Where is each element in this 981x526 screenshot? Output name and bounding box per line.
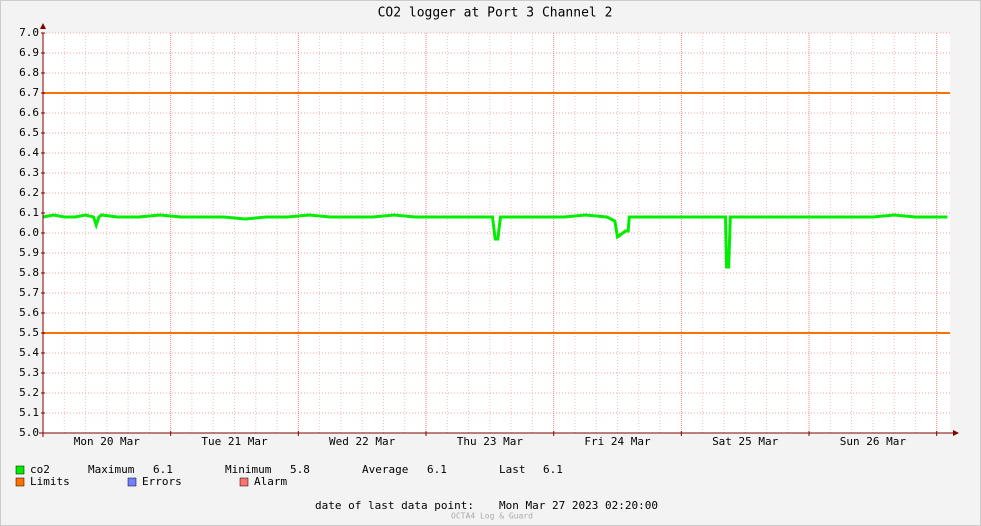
footer-label: date of last data point: [315, 499, 474, 512]
watermark: OCTA4 Log & Guard [451, 512, 533, 521]
y-tick-label: 6.4 [19, 146, 39, 159]
x-tick-label: Thu 23 Mar [457, 435, 524, 448]
x-tick-label: Wed 22 Mar [329, 435, 396, 448]
y-tick-label: 5.6 [19, 306, 39, 319]
y-tick-label: 5.7 [19, 286, 39, 299]
x-tick-label: Sat 25 Mar [712, 435, 779, 448]
y-tick-label: 5.1 [19, 406, 39, 419]
x-tick-label: Fri 24 Mar [584, 435, 651, 448]
y-tick-label: 6.7 [19, 86, 39, 99]
y-tick-label: 6.5 [19, 126, 39, 139]
stat-label: Minimum [225, 463, 272, 476]
x-tick-label: Mon 20 Mar [74, 435, 141, 448]
y-tick-label: 7.0 [19, 26, 39, 39]
y-tick-label: 5.4 [19, 346, 39, 359]
legend-swatch [127, 477, 137, 487]
legend-label: Errors [142, 475, 182, 488]
legend-label: co2 [30, 463, 50, 476]
y-tick-label: 5.5 [19, 326, 39, 339]
stat-value: 5.8 [290, 463, 310, 476]
y-tick-label: 6.6 [19, 106, 39, 119]
legend-label: Limits [30, 475, 70, 488]
y-tick-label: 5.9 [19, 246, 39, 259]
chart-title: CO2 logger at Port 3 Channel 2 [378, 6, 613, 21]
legend-label: Alarm [254, 475, 287, 488]
axis-arrow [953, 430, 959, 436]
y-tick-label: 5.3 [19, 366, 39, 379]
legend-swatch [239, 477, 249, 487]
x-tick-label: Tue 21 Mar [201, 435, 268, 448]
stat-label: Average [362, 463, 408, 476]
footer-date: Mon Mar 27 2023 02:20:00 [499, 499, 658, 512]
y-tick-label: 6.1 [19, 206, 39, 219]
stat-value: 6.1 [543, 463, 563, 476]
axis-arrow [40, 23, 46, 29]
legend-swatch [15, 465, 25, 475]
y-tick-label: 6.2 [19, 186, 39, 199]
y-tick-label: 5.8 [19, 266, 39, 279]
stat-label: Last [499, 463, 526, 476]
stat-label: Maximum [88, 463, 135, 476]
y-tick-label: 6.3 [19, 166, 39, 179]
x-tick-label: Sun 26 Mar [840, 435, 907, 448]
legend-swatch [15, 477, 25, 487]
y-tick-label: 6.9 [19, 46, 39, 59]
y-tick-label: 6.0 [19, 226, 39, 239]
stat-value: 6.1 [427, 463, 447, 476]
stat-value: 6.1 [153, 463, 173, 476]
data-line [42, 213, 948, 269]
y-tick-label: 5.2 [19, 386, 39, 399]
y-tick-label: 5.0 [19, 426, 39, 439]
y-tick-label: 6.8 [19, 66, 39, 79]
